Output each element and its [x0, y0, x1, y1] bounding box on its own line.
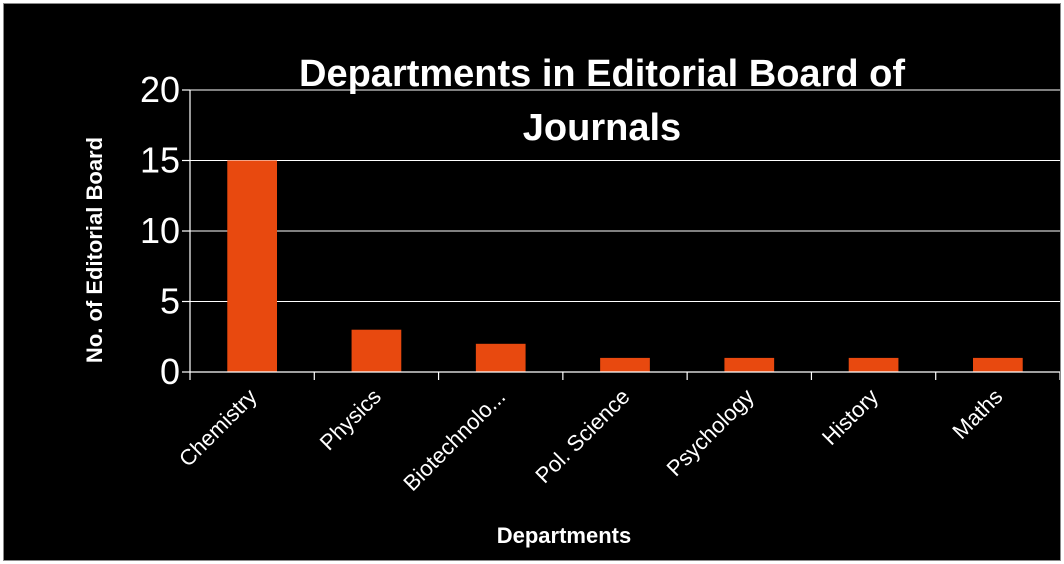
y-tick-label-5: 5 — [160, 281, 180, 322]
x-tick-label-maths: Maths — [947, 384, 1007, 444]
bar-psychology — [724, 357, 775, 372]
x-tick-labels: Chemistry Physics Biotechnolo... Pol. Scien… — [174, 384, 1007, 496]
axes — [182, 89, 1060, 380]
x-tick-label-physics: Physics — [315, 384, 386, 455]
chart-title-line-1: Departments in Editorial Board of — [299, 53, 905, 95]
y-tick-label-10: 10 — [140, 210, 180, 251]
x-tick-label-history: History — [817, 384, 883, 450]
chart-title-line-2: Journals — [523, 107, 681, 149]
grid-lines — [190, 89, 1060, 302]
x-axis-title: Departments — [497, 523, 631, 548]
y-tick-labels: 0 5 10 15 20 — [140, 69, 180, 392]
x-tick-label-chemistry: Chemistry — [174, 384, 262, 472]
y-axis-title: No. of Editorial Board — [82, 137, 107, 363]
bar-pol-science — [600, 357, 650, 372]
y-tick-label-15: 15 — [140, 140, 180, 181]
x-tick-label-biotechnolo: Biotechnolo... — [398, 384, 510, 496]
y-tick-label-0: 0 — [160, 351, 180, 392]
bar-history — [848, 357, 899, 372]
x-tick-label-psychology: Psychology — [662, 384, 759, 481]
y-tick-label-20: 20 — [140, 69, 180, 110]
bars — [227, 160, 1023, 372]
x-tick-label-pol-science: Pol. Science — [530, 384, 634, 488]
chart-frame: 0 5 10 15 20 Chemistry Physics Biotechnolo... P… — [3, 3, 1061, 561]
bar-physics — [351, 329, 402, 372]
bar-maths — [973, 357, 1023, 372]
bar-biotechnolo — [475, 343, 526, 372]
bar-chemistry — [227, 160, 277, 372]
